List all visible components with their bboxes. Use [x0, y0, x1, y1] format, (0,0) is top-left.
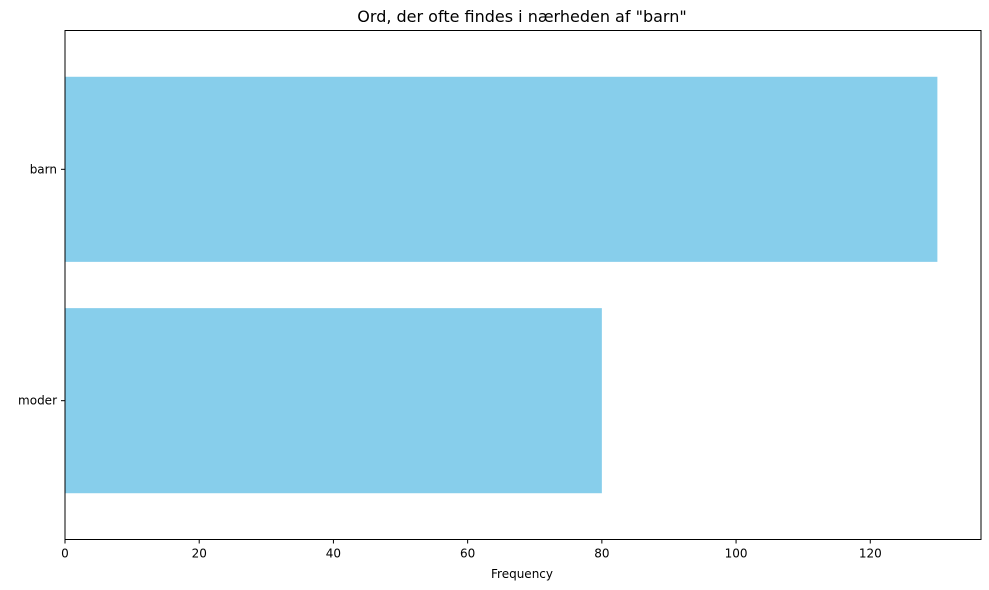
bar-moder [65, 308, 602, 494]
x-tick-label-20: 20 [192, 547, 207, 561]
bar-barn [65, 76, 938, 262]
plot-frame [64, 30, 982, 540]
x-tick-label-0: 0 [61, 547, 69, 561]
y-tick-label-barn: barn [30, 162, 57, 176]
y-tick-label-moder: moder [18, 394, 57, 408]
x-tick-label-60: 60 [460, 547, 475, 561]
y-axis: barn moder [18, 162, 65, 408]
x-tick-label-80: 80 [594, 547, 609, 561]
x-tick-label-40: 40 [326, 547, 341, 561]
x-tick-label-100: 100 [725, 547, 748, 561]
x-axis-label: Frequency [491, 567, 553, 581]
x-tick-label-120: 120 [859, 547, 882, 561]
x-axis: 0 20 40 60 80 100 120 [61, 539, 882, 561]
chart-title: Ord, der ofte findes i nærheden af "barn… [357, 7, 686, 26]
bars-group [65, 76, 938, 494]
